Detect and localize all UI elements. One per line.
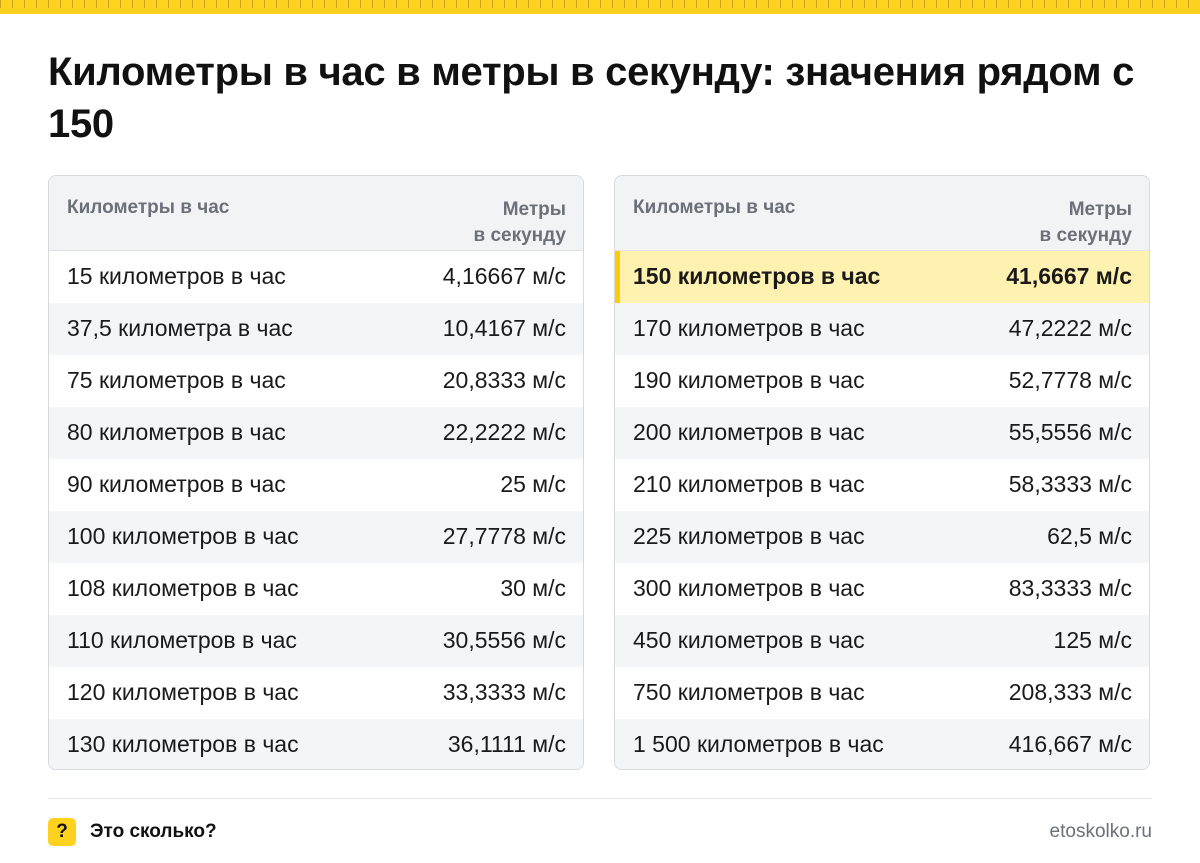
cell-ms: 41,6667 м/с bbox=[1006, 263, 1132, 289]
table-row: 75 километров в час 20,8333 м/с bbox=[49, 355, 583, 407]
table-row: 120 километров в час 33,3333 м/с bbox=[49, 667, 583, 719]
table-row: 130 километров в час 36,1111 м/с bbox=[49, 719, 583, 769]
table-row: 90 километров в час 25 м/с bbox=[49, 459, 583, 511]
cell-ms: 55,5556 м/с bbox=[1008, 419, 1132, 445]
table-row: 450 километров в час 125 м/с bbox=[615, 615, 1149, 667]
cell-kmh: 170 километров в час bbox=[633, 315, 865, 341]
table-row: 15 километров в час 4,16667 м/с bbox=[49, 251, 583, 303]
cell-ms: 208,333 м/с bbox=[1008, 679, 1132, 705]
cell-kmh: 90 километров в час bbox=[67, 471, 286, 497]
cell-ms: 27,7778 м/с bbox=[442, 523, 566, 549]
table-row: 37,5 километра в час 10,4167 м/с bbox=[49, 303, 583, 355]
table-row: 108 километров в час 30 м/с bbox=[49, 563, 583, 615]
conversion-table-left: Километры в час Метры в секунду 15 килом… bbox=[48, 175, 584, 770]
cell-ms: 47,2222 м/с bbox=[1008, 315, 1132, 341]
cell-kmh: 300 километров в час bbox=[633, 575, 865, 601]
cell-ms: 22,2222 м/с bbox=[442, 419, 566, 445]
cell-kmh: 130 километров в час bbox=[67, 731, 299, 757]
cell-kmh: 110 километров в час bbox=[67, 627, 297, 653]
table-row: 750 километров в час 208,333 м/с bbox=[615, 667, 1149, 719]
ruler-strip bbox=[0, 0, 1200, 14]
table-row: 80 километров в час 22,2222 м/с bbox=[49, 407, 583, 459]
table-row: 170 километров в час 47,2222 м/с bbox=[615, 303, 1149, 355]
cell-kmh: 150 километров в час bbox=[633, 263, 881, 289]
table-row: 225 километров в час 62,5 м/с bbox=[615, 511, 1149, 563]
table-body: 15 километров в час 4,16667 м/с 37,5 килом… bbox=[49, 251, 583, 769]
cell-ms: 25 м/с bbox=[500, 471, 566, 497]
cell-kmh: 37,5 километра в час bbox=[67, 315, 293, 341]
cell-kmh: 120 километров в час bbox=[67, 679, 299, 705]
cell-ms: 30,5556 м/с bbox=[442, 627, 566, 653]
cell-ms: 20,8333 м/с bbox=[442, 367, 566, 393]
cell-kmh: 75 километров в час bbox=[67, 367, 286, 393]
cell-kmh: 100 километров в час bbox=[67, 523, 299, 549]
table-row: 200 километров в час 55,5556 м/с bbox=[615, 407, 1149, 459]
cell-ms: 4,16667 м/с bbox=[442, 263, 566, 289]
cell-ms: 58,3333 м/с bbox=[1008, 471, 1132, 497]
cell-ms: 36,1111 м/с bbox=[447, 731, 566, 757]
question-mark-icon: ? bbox=[48, 818, 76, 846]
table-row: 190 километров в час 52,7778 м/с bbox=[615, 355, 1149, 407]
cell-kmh: 210 километров в час bbox=[633, 471, 865, 497]
cell-kmh: 1 500 километров в час bbox=[633, 731, 884, 757]
cell-kmh: 108 километров в час bbox=[67, 575, 299, 601]
footer-divider bbox=[48, 798, 1152, 799]
cell-kmh: 15 километров в час bbox=[67, 263, 286, 289]
column-header-kmh: Километры в час bbox=[67, 197, 230, 218]
table-row: 300 километров в час 83,3333 м/с bbox=[615, 563, 1149, 615]
cell-kmh: 200 километров в час bbox=[633, 419, 865, 445]
cell-ms: 83,3333 м/с bbox=[1008, 575, 1132, 601]
cell-ms: 52,7778 м/с bbox=[1008, 367, 1132, 393]
brand-name: Это сколько? bbox=[90, 821, 217, 842]
cell-ms: 125 м/с bbox=[1053, 627, 1132, 653]
cell-ms: 30 м/с bbox=[500, 575, 566, 601]
column-header-ms: Метры в секунду bbox=[473, 199, 566, 246]
cell-kmh: 225 километров в час bbox=[633, 523, 865, 549]
table-row: 1 500 километров в час 416,667 м/с bbox=[615, 719, 1149, 769]
site-url[interactable]: etoskolko.ru bbox=[1049, 821, 1152, 842]
cell-kmh: 750 километров в час bbox=[633, 679, 865, 705]
page-title: Километры в час в метры в секунду: значе… bbox=[48, 50, 1135, 146]
column-header-kmh: Километры в час bbox=[633, 197, 796, 218]
table-header: Километры в час Метры в секунду bbox=[615, 176, 1149, 251]
table-row-highlighted: 150 километров в час 41,6667 м/с bbox=[615, 251, 1149, 303]
cell-kmh: 190 километров в час bbox=[633, 367, 865, 393]
column-header-ms: Метры в секунду bbox=[1039, 199, 1132, 246]
cell-ms: 10,4167 м/с bbox=[442, 315, 566, 341]
cell-ms: 416,667 м/с bbox=[1008, 731, 1132, 757]
table-header: Километры в час Метры в секунду bbox=[49, 176, 583, 251]
table-row: 210 километров в час 58,3333 м/с bbox=[615, 459, 1149, 511]
cell-kmh: 450 километров в час bbox=[633, 627, 865, 653]
cell-ms: 33,3333 м/с bbox=[442, 679, 566, 705]
cell-ms: 62,5 м/с bbox=[1047, 523, 1132, 549]
table-body: 150 километров в час 41,6667 м/с 170 килом… bbox=[615, 251, 1149, 769]
cell-kmh: 80 километров в час bbox=[67, 419, 286, 445]
table-row: 100 километров в час 27,7778 м/с bbox=[49, 511, 583, 563]
table-row: 110 километров в час 30,5556 м/с bbox=[49, 615, 583, 667]
conversion-table-right: Километры в час Метры в секунду 150 кило… bbox=[614, 175, 1150, 770]
